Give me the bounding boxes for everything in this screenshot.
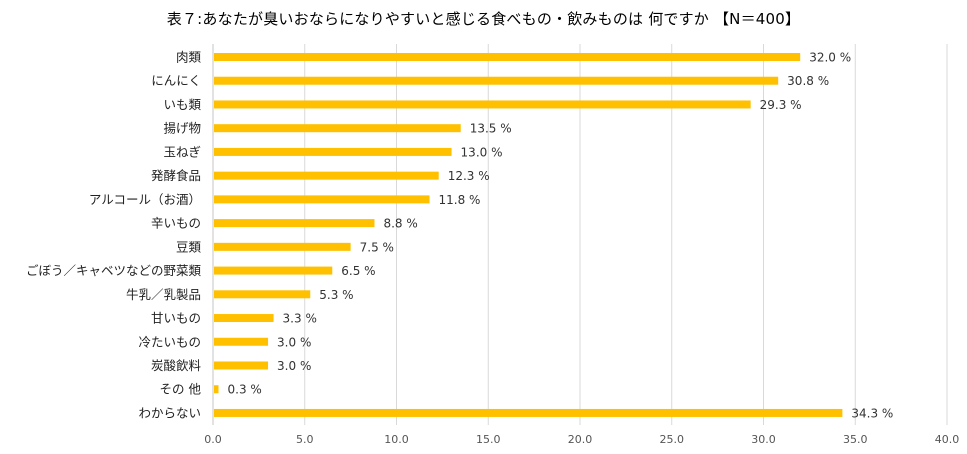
- data-label: 13.0 %: [461, 145, 503, 159]
- data-label: 3.0 %: [277, 335, 311, 349]
- data-label: 0.3 %: [228, 383, 262, 397]
- x-tick-label: 10.0: [384, 433, 409, 446]
- data-label: 13.5 %: [470, 122, 512, 136]
- category-label: 揚げ物: [163, 121, 201, 136]
- bar: [214, 53, 801, 61]
- category-label: 豆類: [176, 239, 202, 254]
- data-label: 11.8 %: [439, 193, 481, 207]
- bar: [214, 361, 269, 370]
- x-tick-label: 5.0: [296, 433, 314, 446]
- category-label: いも類: [163, 97, 201, 112]
- category-label: ごぼう／キャベツなどの野菜類: [26, 263, 202, 278]
- bar: [214, 219, 375, 228]
- data-label: 30.8 %: [787, 74, 829, 88]
- category-label: 辛いもの: [151, 216, 201, 231]
- data-label: 6.5 %: [341, 264, 375, 278]
- category-label: 発酵食品: [151, 168, 201, 183]
- bar: [214, 266, 333, 275]
- data-label: 12.3 %: [448, 169, 490, 183]
- bar: [214, 290, 311, 299]
- data-label: 3.3 %: [283, 312, 317, 326]
- category-label: アルコール（お酒）: [89, 192, 201, 207]
- data-label: 29.3 %: [760, 98, 802, 112]
- category-label: 玉ねぎ: [163, 144, 201, 159]
- category-label: にんにく: [151, 73, 201, 88]
- x-tick-label: 15.0: [476, 433, 501, 446]
- data-label: 8.8 %: [383, 217, 417, 231]
- bar: [214, 242, 351, 251]
- bar: [214, 195, 430, 204]
- x-tick-label: 0.0: [204, 433, 222, 446]
- bar: [214, 408, 843, 417]
- category-label: わからない: [138, 405, 201, 420]
- x-tick-label: 40.0: [935, 433, 960, 446]
- data-label: 7.5 %: [360, 240, 394, 254]
- category-label: 肉類: [176, 50, 202, 65]
- data-label: 3.0 %: [277, 359, 311, 373]
- bar: [214, 100, 751, 109]
- data-label: 5.3 %: [319, 288, 353, 302]
- x-tick-label: 35.0: [843, 433, 868, 446]
- bar: [214, 314, 274, 323]
- category-label: 炭酸飲料: [151, 358, 202, 373]
- x-tick-label: 30.0: [751, 433, 776, 446]
- category-label: 牛乳／乳製品: [126, 287, 201, 302]
- bar: [214, 124, 461, 133]
- bar: [214, 76, 779, 85]
- bar: [214, 147, 452, 156]
- category-label: その 他: [160, 382, 202, 397]
- x-tick-label: 20.0: [568, 433, 593, 446]
- data-label: 32.0 %: [809, 51, 851, 65]
- data-label: 34.3 %: [851, 406, 893, 420]
- bar: [214, 337, 269, 346]
- x-tick-label: 25.0: [660, 433, 685, 446]
- bar: [214, 385, 219, 394]
- chart-title: 表７:あなたが臭いおならになりやすいと感じる食べもの・飲みものは 何ですか 【N…: [166, 10, 801, 28]
- category-label: 甘いもの: [151, 311, 201, 326]
- category-label: 冷たいもの: [138, 334, 201, 349]
- bar: [214, 171, 439, 180]
